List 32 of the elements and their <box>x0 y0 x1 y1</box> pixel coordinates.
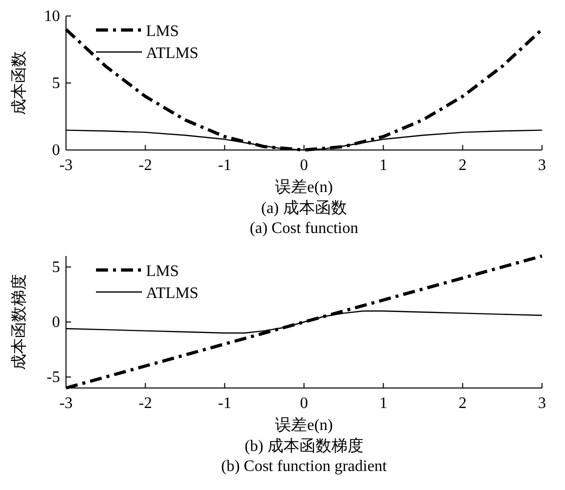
x-tick-label: 2 <box>458 395 467 412</box>
x-tick-label: 3 <box>538 157 546 174</box>
x-tick-label: -3 <box>59 157 73 174</box>
y-tick-label: 5 <box>52 75 60 92</box>
text: (a) 成本函数 <box>261 199 347 217</box>
x-tick-label: -2 <box>138 395 152 412</box>
x-tick-label: 2 <box>458 157 467 174</box>
x-tick-label: 3 <box>538 395 546 412</box>
legend-label: ATLMS <box>146 285 198 302</box>
x-tick-label: 0 <box>300 395 308 412</box>
y-tick-label: 10 <box>44 8 60 25</box>
x-axis-title: 误差e(n) <box>275 178 333 196</box>
y-tick-label: 0 <box>52 142 60 159</box>
x-tick-label: -2 <box>138 157 152 174</box>
text: (a) Cost function <box>250 220 358 237</box>
y-tick-label: 0 <box>52 314 60 331</box>
legend-label: LMS <box>146 263 179 280</box>
x-axis-title: 误差e(n) <box>275 416 333 434</box>
legend-label: LMS <box>146 23 179 40</box>
x-tick-label: 1 <box>379 157 388 174</box>
x-tick-label: -1 <box>218 157 232 174</box>
text: (b) Cost function gradient <box>221 458 388 475</box>
legend-label: ATLMS <box>146 45 198 62</box>
y-tick-label: -5 <box>46 369 60 386</box>
x-tick-label: -3 <box>59 395 73 412</box>
text: (b) 成本函数梯度 <box>244 437 364 455</box>
x-tick-label: -1 <box>218 395 232 412</box>
x-tick-label: 0 <box>300 157 308 174</box>
x-tick-label: 1 <box>379 395 388 412</box>
y-axis-title: 成本函数 <box>10 51 28 115</box>
y-axis-title: 成本函数梯度 <box>10 274 28 370</box>
y-tick-label: 5 <box>52 259 60 276</box>
